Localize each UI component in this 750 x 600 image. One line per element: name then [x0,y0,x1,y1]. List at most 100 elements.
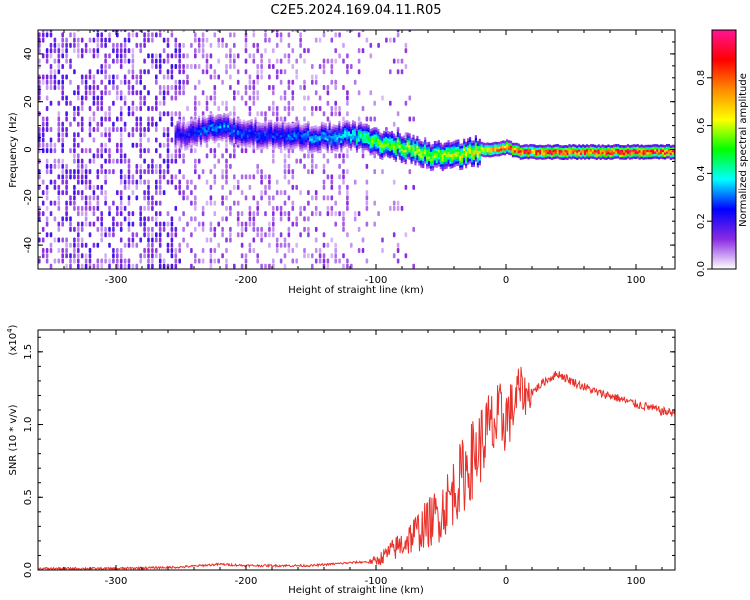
heatmap-cell [361,145,364,148]
heatmap-cell [225,106,228,112]
heatmap-cell [242,124,245,128]
heatmap-cell [65,116,68,122]
heatmap-cell [496,141,499,145]
heatmap-cell [236,127,240,131]
heatmap-cell [186,179,189,185]
heatmap-cell [174,153,178,159]
heatmap-cell [480,141,483,145]
heatmap-cell [585,153,589,157]
heatmap-cell [387,152,390,156]
heatmap-cell [582,144,585,147]
heatmap-cell [84,74,88,80]
heatmap-cell [262,122,265,126]
heatmap-cell [324,142,327,145]
heatmap-cell [80,121,84,127]
heatmap-cell [463,150,466,154]
heatmap-cell [170,232,174,238]
heatmap-cell [375,127,378,131]
heatmap-cell [256,140,259,143]
heatmap-cell [233,134,236,137]
heatmap-cell [158,179,162,185]
heatmap-cell [463,160,466,163]
heatmap-cell [248,174,252,180]
heatmap-cell [324,137,327,140]
heatmap-cell [155,100,158,106]
heatmap-cell [521,154,524,158]
heatmap-cell [155,253,158,259]
heatmap-cell [445,149,448,153]
heatmap-cell [338,144,341,148]
heatmap-cell [229,74,232,80]
heatmap-cell [519,149,522,153]
heatmap-cell [433,160,437,163]
heatmap-cell [428,165,431,169]
heatmap-cell [209,74,213,80]
heatmap-cell [77,169,80,175]
heatmap-cell [624,154,628,158]
heatmap-cell [96,169,100,175]
heatmap-cell [307,48,310,54]
heatmap-cell [467,150,470,153]
heatmap-cell [326,158,330,164]
heatmap-cell [609,145,612,148]
heatmap-cell [383,142,386,146]
heatmap-cell [642,152,645,156]
heatmap-cell [667,151,671,154]
heatmap-cell [348,138,351,141]
heatmap-cell [463,153,466,156]
heatmap-cell [108,116,111,122]
heatmap-cell [346,53,349,59]
heatmap-cell [80,221,84,227]
heatmap-cell [287,100,291,106]
heatmap-cell [231,123,234,127]
heatmap-cell [151,63,154,69]
heatmap-cell [418,148,421,152]
heatmap-cell [468,160,472,164]
heatmap-cell [303,205,306,211]
heatmap-cell [256,63,259,69]
heatmap-cell [192,140,195,143]
heatmap-cell [326,30,330,33]
heatmap-cell [311,153,314,159]
heatmap-cell [272,205,275,211]
heatmap-cell [77,132,80,138]
heatmap-cell [155,127,158,133]
heatmap-cell [273,145,277,149]
heatmap-cell [402,142,405,146]
heatmap-cell [537,147,540,151]
heatmap-cell [663,154,667,158]
heatmap-cell [311,128,314,132]
heatmap-cell [281,119,284,123]
heatmap-cell [585,146,589,150]
heatmap-cell [123,216,127,222]
heatmap-cell [127,221,131,227]
heatmap-cell [283,158,287,164]
heatmap-cell [192,137,195,141]
heatmap-cell [293,127,296,130]
heatmap-cell [619,147,622,151]
heatmap-cell [234,143,238,147]
heatmap-cell [176,132,179,136]
heatmap-cell [205,132,208,135]
heatmap-cell [324,139,327,143]
heatmap-cell [357,127,360,130]
heatmap-cell [521,147,524,150]
heatmap-cell [634,144,637,148]
heatmap-cell [116,48,119,54]
heatmap-cell [194,200,197,206]
heatmap-cell [412,116,415,122]
heatmap-cell [402,159,405,163]
heatmap-cell [318,258,322,264]
heatmap-cell [151,53,154,59]
heatmap-cell [260,195,263,201]
heatmap-cell [279,211,283,217]
snr-x-tick-label: -100 [365,576,388,587]
heatmap-cell [180,132,183,136]
heatmap-cell [77,247,80,253]
heatmap-cell [373,148,376,152]
heatmap-cell [203,118,206,122]
heatmap-cell [73,137,76,143]
heatmap-cell [467,162,470,165]
heatmap-cell [209,200,213,206]
heatmap-cell [92,242,96,248]
